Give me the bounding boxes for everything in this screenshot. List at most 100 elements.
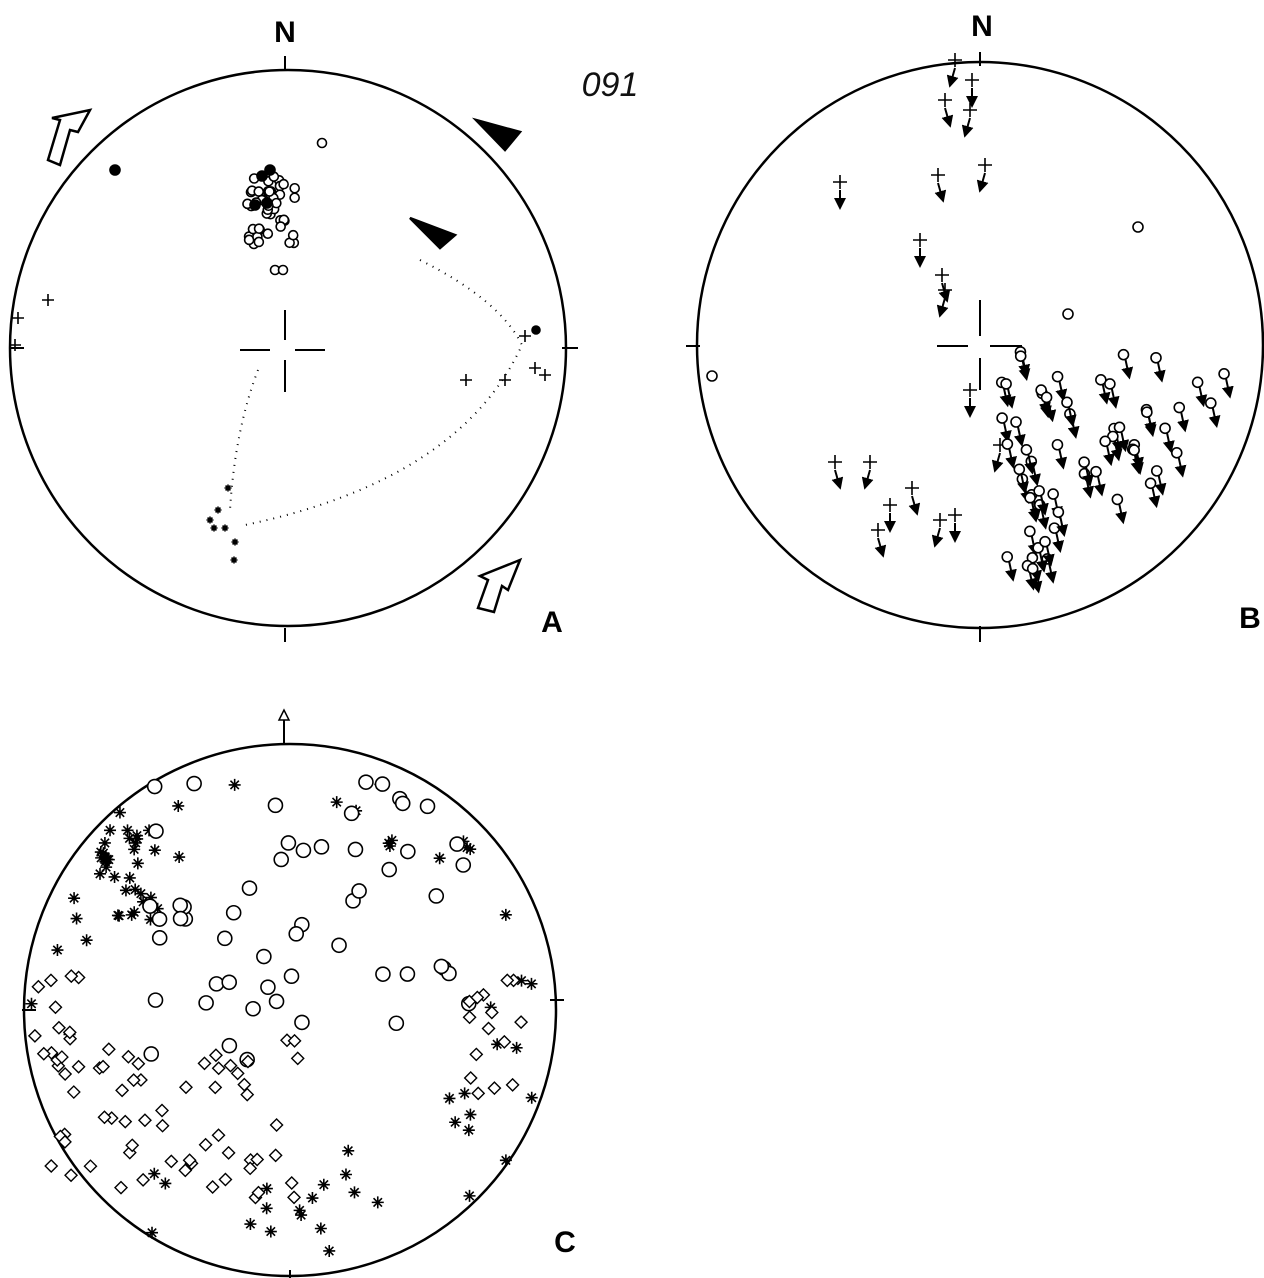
symbol-circle [1000, 378, 1012, 390]
panel-label: B [1239, 602, 1261, 635]
symbol-star [330, 796, 343, 809]
symbol-arrow [1107, 388, 1120, 409]
symbol-star [342, 1144, 355, 1157]
symbol-diamond [223, 1058, 238, 1073]
symbol-circle [151, 930, 168, 946]
symbol-arrow [961, 117, 974, 138]
symbol-diamond [197, 1056, 212, 1071]
symbol-cross [965, 73, 979, 87]
symbol-circle [1150, 351, 1162, 364]
symbol-star [210, 524, 218, 532]
symbol-star [244, 1218, 257, 1231]
symbol-diamond [57, 1134, 72, 1149]
symbol-diamond [115, 1083, 130, 1098]
symbol-circle [1173, 401, 1186, 414]
symbol-arrow [1045, 563, 1057, 584]
symbol-arrow [831, 469, 844, 490]
symbol-star [113, 806, 126, 819]
symbol-diamond [462, 1010, 477, 1025]
symbol-arrow [861, 469, 874, 490]
symbol-circle [1062, 308, 1074, 320]
symbol-circle [146, 778, 163, 795]
symbol-star [125, 908, 138, 921]
symbol-star [129, 836, 142, 849]
symbol-star [121, 824, 134, 837]
symbol-arrow [1110, 441, 1123, 462]
symbol-cross [905, 481, 919, 495]
symbol-circle [428, 888, 445, 904]
symbol-circle [221, 1037, 238, 1054]
symbol-star [137, 895, 150, 908]
symbol-star [264, 1225, 277, 1238]
symbol-arrow [1121, 359, 1134, 380]
symbol-star [98, 836, 111, 849]
symbol-star [159, 1177, 172, 1190]
symbol-diamond [487, 1081, 502, 1096]
symbol-star [371, 1196, 384, 1209]
symbol-circle [278, 178, 289, 190]
symbol-arrow [934, 182, 947, 203]
symbol-diamond [469, 1047, 484, 1062]
symbol-circle [275, 221, 286, 232]
symbol-circle [706, 370, 718, 382]
symbol-star [221, 524, 229, 532]
symbol-diamond [471, 1086, 486, 1101]
symbol-circle [449, 836, 465, 852]
symbol-star [491, 1038, 504, 1051]
symbol-diamond [71, 1059, 86, 1074]
symbol-circle [253, 186, 265, 197]
symbol-star [323, 1244, 336, 1257]
symbol-star [339, 1168, 352, 1181]
symbol-diamond [211, 1061, 226, 1076]
symbol-arrow [1093, 476, 1106, 497]
symbol-circle [262, 228, 274, 239]
symbol-circle [1170, 446, 1183, 459]
symbol-star [515, 974, 528, 987]
symbol-star [111, 909, 124, 922]
symbol-diamond [101, 1042, 116, 1057]
symbol-cross [913, 233, 927, 247]
symbol-star [70, 912, 83, 925]
symbol-star [97, 847, 110, 860]
symbol-arrow [1042, 546, 1055, 567]
symbol-star [228, 778, 241, 791]
symbol-circle [400, 843, 416, 860]
symbol-diamond [243, 1161, 258, 1176]
symbol-diamond [83, 1159, 98, 1174]
symbol-star [260, 1202, 273, 1215]
symbol-diamond [136, 1172, 151, 1187]
symbol-star [317, 1178, 330, 1191]
symbol-circle [1144, 477, 1157, 490]
symbol-circle [241, 880, 258, 896]
symbol-star [295, 1209, 308, 1222]
symbol-circle [455, 857, 472, 873]
symbol-circle [186, 775, 202, 792]
symbol-arrow [1005, 561, 1017, 582]
symbol-star [461, 841, 474, 854]
symbol-cross [933, 513, 947, 527]
symbol-arrow [936, 297, 949, 318]
symbol-arrow [1052, 532, 1064, 553]
symbol-arrow [1103, 446, 1115, 467]
center-crosses [10, 52, 1022, 1278]
symbol-diamond [484, 1005, 499, 1020]
symbol-circle [358, 774, 374, 790]
symbol-circle [394, 795, 411, 812]
symbol-diamond [240, 1054, 255, 1069]
symbol-circle [388, 1015, 405, 1032]
symbol-diamond [221, 1145, 236, 1160]
big-arrows [46, 108, 523, 614]
symbol-arrow [1056, 516, 1068, 538]
symbol-cross [935, 268, 949, 282]
symbol-circle [996, 412, 1008, 424]
symbol-diamond [126, 1073, 141, 1088]
symbol-arrow [874, 537, 887, 558]
symbol-diamond [205, 1180, 220, 1195]
symbol-circle [1132, 221, 1144, 233]
symbol-star [144, 891, 157, 904]
symbol-star [148, 1167, 161, 1180]
symbol-diamond [497, 1034, 512, 1049]
symbol-cross [871, 523, 885, 537]
symbol-star [463, 1189, 476, 1202]
